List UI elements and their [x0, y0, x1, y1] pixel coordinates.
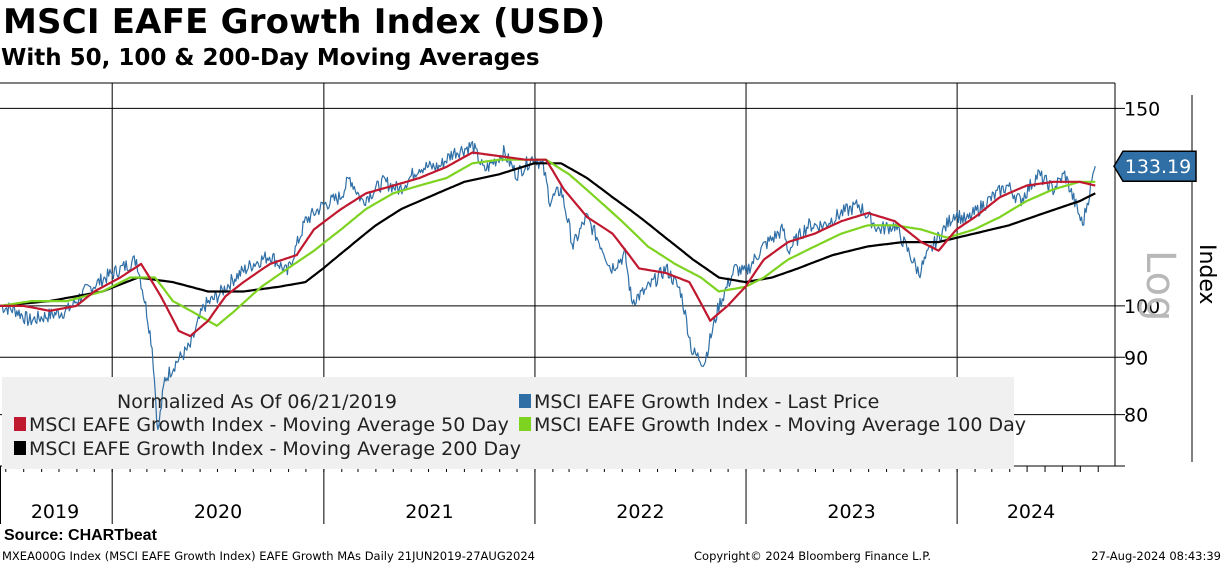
- y-tick-label: 80: [1124, 405, 1148, 427]
- last-value-label: 133.19: [1125, 156, 1191, 178]
- footer-copyright: Copyright© 2024 Bloomberg Finance L.P.: [694, 549, 931, 563]
- legend-entry-label: MSCI EAFE Growth Index - Moving Average …: [29, 414, 509, 436]
- legend-swatch: [519, 417, 531, 431]
- last-value-tag: [1113, 150, 1197, 182]
- series-line-price: [0, 141, 1096, 431]
- y-tick-label: 90: [1124, 347, 1148, 369]
- legend-entry-label: MSCI EAFE Growth Index - Moving Average …: [534, 414, 1026, 436]
- x-year-label: 2024: [1007, 501, 1055, 523]
- legend-swatch: [14, 417, 26, 431]
- x-year-label: 2020: [194, 501, 242, 523]
- legend-swatch: [14, 441, 26, 455]
- legend-entry-label: MSCI EAFE Growth Index - Moving Average …: [29, 438, 521, 460]
- y-axis-title: Index: [1194, 244, 1219, 305]
- footer-timestamp: 27-Aug-2024 08:43:39: [1091, 549, 1221, 563]
- x-year-label: 2019: [31, 501, 79, 523]
- y-tick-label: 100: [1124, 296, 1160, 318]
- x-year-label: 2023: [827, 501, 875, 523]
- source-label: Source: CHARTbeat: [4, 527, 157, 544]
- log-scale-label: Log: [1137, 250, 1183, 321]
- series-line-ma100: [0, 158, 1096, 327]
- page-title: MSCI EAFE Growth Index (USD): [3, 2, 606, 42]
- y-tick-label: 150: [1124, 98, 1160, 120]
- legend-entry-label: MSCI EAFE Growth Index - Last Price: [534, 391, 879, 413]
- legend-box: [2, 377, 1014, 469]
- legend-note: Normalized As Of 06/21/2019: [117, 391, 397, 413]
- series-line-ma50: [0, 151, 1096, 338]
- page-subtitle: With 50, 100 & 200-Day Moving Averages: [1, 45, 540, 71]
- x-year-label: 2022: [616, 501, 664, 523]
- series-line-ma200: [0, 162, 1096, 307]
- x-year-label: 2021: [405, 501, 453, 523]
- footer-description: MXEA000G Index (MSCI EAFE Growth Index) …: [2, 549, 535, 563]
- legend-swatch: [519, 394, 531, 408]
